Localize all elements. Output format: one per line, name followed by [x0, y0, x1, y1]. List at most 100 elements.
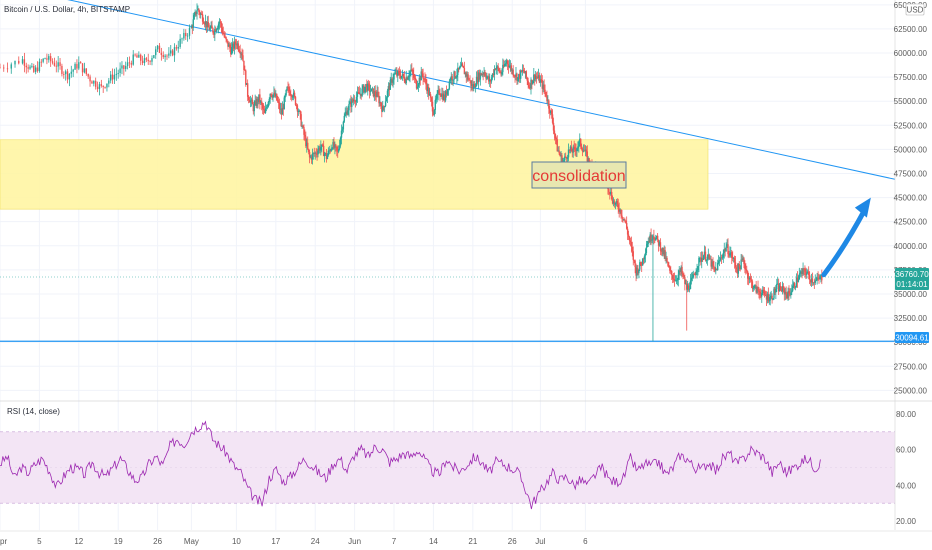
candle-body: [763, 291, 766, 295]
candle-body: [543, 84, 545, 90]
candle-body: [285, 90, 287, 96]
candle-body: [685, 283, 687, 285]
candle-body: [466, 74, 468, 77]
candle-body: [710, 258, 712, 267]
currency-badge[interactable]: USD: [905, 3, 925, 16]
candle-body: [453, 71, 455, 80]
candle-body: [212, 28, 214, 33]
candle-body: [428, 94, 431, 96]
candle-body: [816, 277, 818, 281]
candle-body: [248, 100, 251, 103]
candle-body: [345, 111, 347, 114]
candle-body: [775, 289, 777, 293]
candle-body: [789, 293, 791, 296]
price-tick-label: 57500.00: [894, 73, 928, 82]
candle-body: [57, 62, 59, 67]
candle-body: [181, 38, 183, 40]
candle-body: [702, 255, 705, 260]
candle-body: [691, 277, 694, 279]
candle-body: [216, 29, 218, 32]
candle-body: [38, 61, 41, 72]
candle-body: [524, 71, 527, 74]
candle-body: [716, 268, 718, 271]
candle-body: [541, 80, 543, 89]
candle-body: [96, 86, 99, 90]
candle-body: [6, 68, 9, 70]
candle-body: [383, 106, 386, 108]
candle-body: [125, 66, 127, 69]
candle-body: [324, 153, 327, 154]
price-tick-label: 35000.00: [894, 290, 928, 299]
candle-body: [247, 96, 250, 101]
candle-body: [476, 76, 479, 83]
time-axis[interactable]: pr 5 12 19 26 May 10 17 24 Jun 7 14 21 26 Jul 6: [0, 530, 932, 546]
candle-body: [358, 92, 361, 95]
candle-body: [372, 88, 375, 97]
candle-body: [783, 288, 785, 295]
candle-body: [540, 79, 543, 81]
candle-body: [755, 285, 757, 293]
candle-body: [459, 66, 462, 68]
candle-body: [199, 11, 201, 15]
candle-body: [491, 73, 494, 78]
candle-body: [583, 150, 586, 152]
candle-body: [528, 85, 530, 88]
candle-body: [642, 258, 645, 260]
candle-body: [488, 76, 490, 82]
candle-body: [393, 74, 395, 80]
candle-body: [307, 148, 310, 153]
candle-body: [143, 58, 146, 64]
candle-body: [665, 257, 667, 259]
candle-body: [376, 91, 378, 97]
candle-body: [388, 85, 391, 90]
candle-body: [294, 96, 297, 105]
candle-body: [798, 274, 801, 280]
candle-body: [42, 58, 44, 62]
candle-body: [808, 274, 811, 280]
candle-body: [505, 60, 508, 64]
candle-body: [659, 242, 662, 252]
candle-body: [264, 108, 267, 114]
candle-body: [303, 127, 305, 135]
candle-body: [153, 55, 155, 59]
candle-body: [368, 85, 371, 92]
candle-body: [644, 252, 647, 256]
candle-body: [290, 95, 292, 96]
candle-body: [750, 279, 753, 282]
candle-body: [494, 69, 497, 70]
candle-body: [611, 199, 614, 204]
candle-body: [235, 44, 238, 46]
candle-body: [580, 138, 582, 147]
candle-body: [427, 87, 429, 92]
candle-body: [732, 258, 735, 260]
candle-body: [399, 75, 402, 79]
candle-body: [681, 266, 683, 274]
candle-body: [68, 73, 71, 80]
candle-body: [687, 285, 690, 290]
candle-body: [746, 269, 748, 272]
candle-body: [683, 275, 685, 278]
candle-body: [306, 142, 308, 147]
candle-body: [785, 291, 787, 295]
candle-body: [411, 69, 413, 71]
candle-body: [319, 147, 321, 151]
candle-body: [261, 101, 263, 105]
candle-body: [805, 271, 807, 275]
candle-body: [443, 94, 446, 101]
candle-body: [770, 295, 772, 298]
candle-body: [89, 76, 91, 82]
candle-body: [707, 254, 710, 257]
candle-body: [639, 262, 641, 270]
candle-body: [482, 74, 484, 75]
candle-body: [49, 56, 52, 62]
candle-body: [694, 274, 696, 276]
rsi-pane: 80.00 60.00 40.00 20.00: [0, 400, 932, 526]
candle-body: [211, 25, 213, 29]
candle-body: [513, 75, 515, 77]
candle-body: [557, 150, 559, 152]
candle-body: [626, 228, 629, 235]
candle-body: [450, 76, 452, 81]
candle-body: [468, 79, 470, 81]
candle-body: [726, 244, 728, 247]
